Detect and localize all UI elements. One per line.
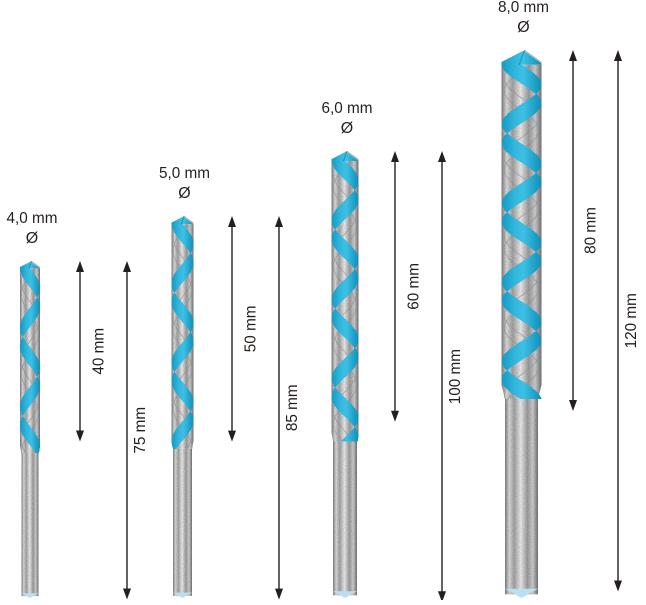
svg-text:Ø: Ø — [341, 120, 353, 137]
svg-text:Ø: Ø — [26, 230, 38, 247]
svg-text:50 mm: 50 mm — [243, 305, 260, 352]
svg-text:4,0 mm: 4,0 mm — [7, 210, 58, 227]
svg-text:Ø: Ø — [517, 19, 529, 36]
svg-text:5,0 mm: 5,0 mm — [159, 165, 210, 182]
svg-text:75 mm: 75 mm — [132, 407, 149, 454]
svg-text:Ø: Ø — [178, 185, 190, 202]
svg-text:120 mm: 120 mm — [623, 293, 640, 348]
svg-text:8,0 mm: 8,0 mm — [498, 0, 549, 16]
svg-text:6,0 mm: 6,0 mm — [322, 100, 373, 117]
svg-text:40 mm: 40 mm — [91, 328, 108, 375]
svg-text:60 mm: 60 mm — [406, 263, 423, 310]
svg-text:85 mm: 85 mm — [284, 384, 301, 431]
svg-text:100 mm: 100 mm — [447, 349, 464, 404]
svg-text:80 mm: 80 mm — [583, 207, 600, 254]
